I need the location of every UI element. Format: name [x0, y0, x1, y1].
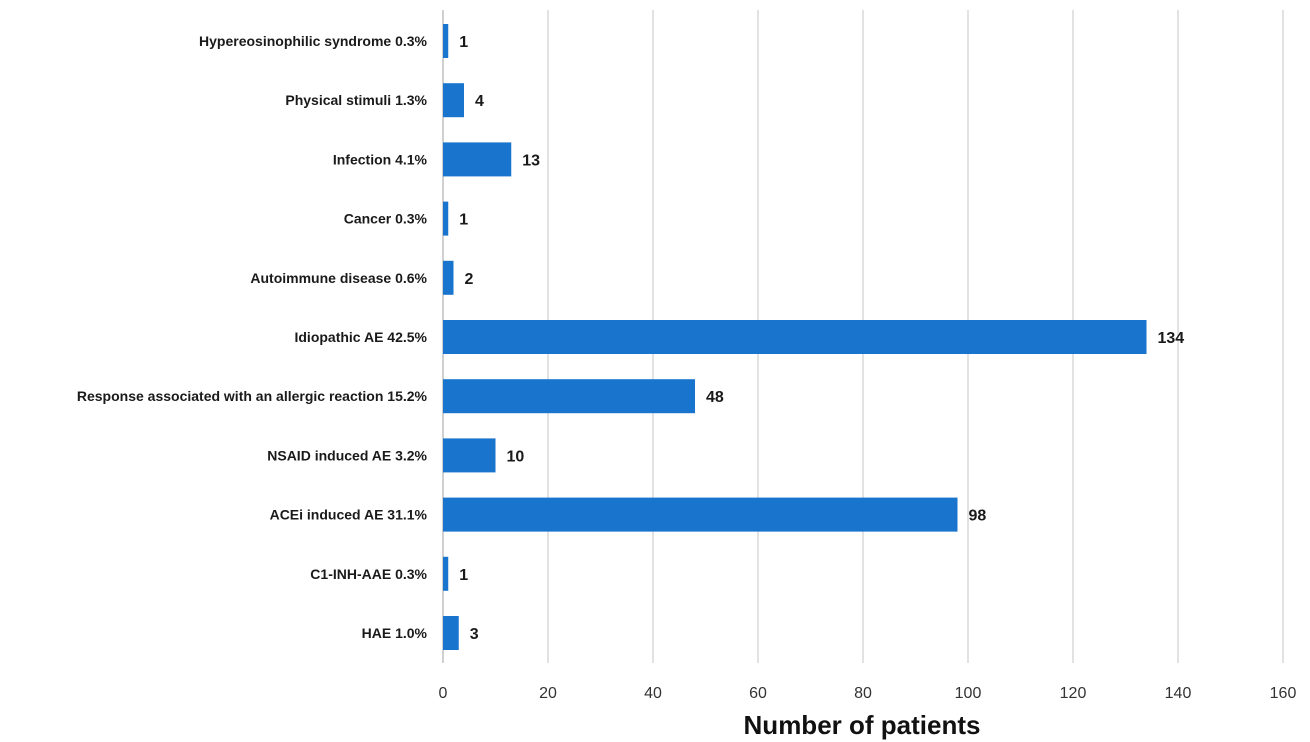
- bar: [443, 497, 958, 532]
- bar: [443, 83, 464, 118]
- x-tick-label: 160: [1270, 685, 1297, 702]
- data-label: 2: [465, 271, 474, 288]
- data-label: 1: [459, 34, 468, 51]
- x-tick-labels: 0 20 40 60 80 100 120 140 160: [439, 685, 1297, 702]
- bar: [443, 142, 512, 177]
- data-label: 3: [470, 626, 479, 643]
- x-tick-label: 80: [854, 685, 872, 702]
- category-label: Response associated with an allergic rea…: [77, 388, 428, 404]
- category-label: Autoimmune disease 0.6%: [250, 270, 427, 286]
- x-tick-label: 60: [749, 685, 767, 702]
- category-label: NSAID induced AE 3.2%: [267, 447, 427, 463]
- bar: [443, 556, 449, 591]
- category-label: C1-INH-AAE 0.3%: [310, 566, 427, 582]
- category-label: Cancer 0.3%: [344, 211, 428, 227]
- category-labels: Hypereosinophilic syndrome 0.3% Physical …: [77, 33, 428, 641]
- bar: [443, 616, 459, 650]
- data-label: 1: [459, 212, 468, 229]
- data-label: 48: [706, 389, 724, 406]
- x-tick-label: 140: [1165, 685, 1192, 702]
- x-tick-label: 20: [539, 685, 557, 702]
- x-tick-label: 40: [644, 685, 662, 702]
- bar: [443, 438, 496, 473]
- category-label: ACEi induced AE 31.1%: [270, 507, 428, 523]
- bar: [443, 24, 449, 58]
- bars: [443, 24, 1147, 650]
- category-label: Hypereosinophilic syndrome 0.3%: [199, 33, 428, 49]
- x-tick-label: 0: [439, 685, 448, 702]
- category-label: Idiopathic AE 42.5%: [294, 329, 427, 345]
- x-axis-title: Number of patients: [744, 710, 981, 740]
- data-label: 13: [522, 152, 540, 169]
- category-label: Physical stimuli 1.3%: [285, 92, 427, 108]
- bar: [443, 320, 1147, 354]
- data-label: 134: [1158, 330, 1185, 347]
- x-tick-label: 100: [955, 685, 982, 702]
- x-tick-label: 120: [1060, 685, 1087, 702]
- data-label: 98: [969, 508, 987, 525]
- bar: [443, 260, 454, 295]
- data-label: 4: [475, 93, 484, 110]
- category-label: Infection 4.1%: [333, 151, 428, 167]
- bar: [443, 201, 449, 236]
- data-label: 10: [507, 448, 525, 465]
- category-label: HAE 1.0%: [362, 625, 428, 641]
- data-label: 1: [459, 567, 468, 584]
- bar: [443, 379, 695, 414]
